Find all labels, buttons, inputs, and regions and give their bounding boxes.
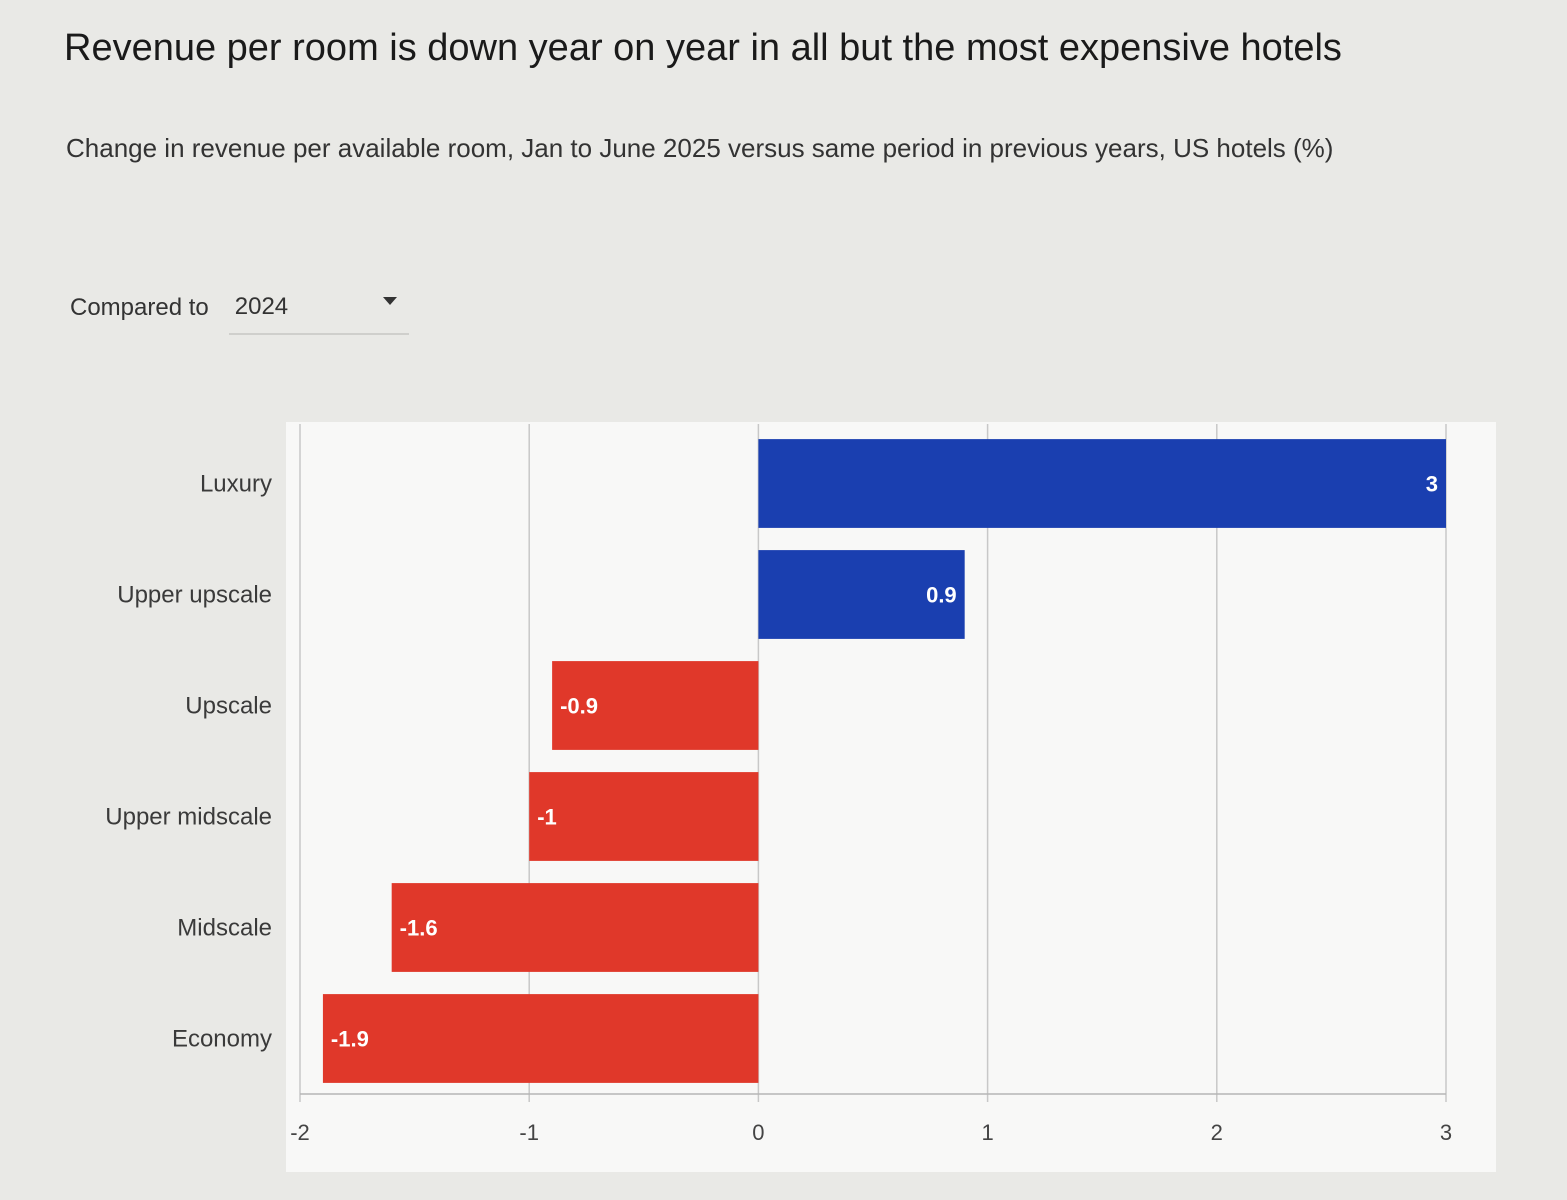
bar-luxury xyxy=(758,439,1446,528)
x-tick-label: 1 xyxy=(981,1120,993,1145)
bar-economy xyxy=(322,994,759,1083)
x-tick-label: 3 xyxy=(1440,1120,1452,1145)
data-label: -1 xyxy=(537,805,557,830)
chevron-down-icon xyxy=(382,297,397,305)
category-label: Upper upscale xyxy=(117,582,272,609)
data-label: -1.6 xyxy=(400,916,438,941)
category-label: Upper midscale xyxy=(105,804,272,831)
data-label: 3 xyxy=(1426,472,1438,497)
labels: -2 -1 0 1 2 3 Luxury 3 Upper upscale 0.9 Upscale -0… xyxy=(105,471,1452,1146)
data-label: -0.9 xyxy=(560,694,598,719)
category-label: Upscale xyxy=(185,693,272,720)
bar-upscale xyxy=(552,661,759,750)
x-tick-label: -1 xyxy=(519,1120,539,1145)
compare-control: Compared to 2024 xyxy=(70,281,409,335)
chart-title: Revenue per room is down year on year in… xyxy=(64,27,1342,69)
gridlines xyxy=(299,424,1447,1102)
category-label: Midscale xyxy=(177,915,272,942)
bar-midscale xyxy=(391,883,759,972)
compare-label: Compared to xyxy=(70,294,209,321)
category-label: Economy xyxy=(172,1026,272,1053)
x-tick-label: 0 xyxy=(752,1120,764,1145)
data-label: 0.9 xyxy=(926,583,957,608)
x-tick-label: 2 xyxy=(1211,1120,1223,1145)
category-label: Luxury xyxy=(200,471,272,498)
data-label: -1.9 xyxy=(331,1027,369,1052)
x-tick-label: -2 xyxy=(290,1120,310,1145)
bar-upper-upscale xyxy=(758,550,965,639)
compare-year-value: 2024 xyxy=(234,293,289,320)
bars xyxy=(322,439,1446,1083)
compare-year-select[interactable]: 2024 xyxy=(228,281,409,335)
bar-upper-midscale xyxy=(529,772,759,861)
chart-subtitle: Change in revenue per available room, Ja… xyxy=(66,133,1334,163)
